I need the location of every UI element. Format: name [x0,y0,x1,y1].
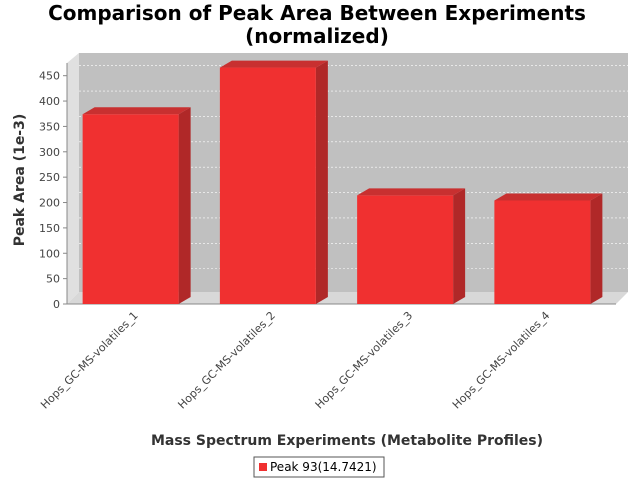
chart-title-line2: (normalized) [245,24,389,48]
y-tick-label: 150 [39,222,60,235]
legend: Peak 93(14.7421) [253,456,385,478]
x-tick-label: Hops_GC-MS-volatiles_3 [313,309,416,412]
y-tick-label: 400 [39,95,60,108]
bar-top [494,193,603,201]
x-axis: Hops_GC-MS-volatiles_1 Hops_GC-MS-volatil… [38,309,552,412]
x-tick-label: Hops_GC-MS-volatiles_2 [175,309,278,412]
bar [357,188,466,304]
y-tick-label: 0 [53,298,60,311]
y-tick-label: 100 [39,247,60,260]
x-axis-label: Mass Spectrum Experiments (Metabolite Pr… [151,433,543,449]
legend-label: Peak 93(14.7421) [270,460,377,474]
y-tick-label: 350 [39,120,60,133]
bar-front [494,200,591,304]
bar-side [453,188,466,304]
plot-side-wall [67,53,79,304]
bar-side [590,193,603,304]
bar-front [82,114,179,305]
y-tick-label: 250 [39,171,60,184]
y-axis-label: Peak Area (1e-3) [12,114,28,247]
y-tick-label: 450 [39,70,60,83]
bar-top [82,107,191,115]
x-tick-label: Hops_GC-MS-volatiles_1 [38,309,141,412]
legend-box [253,456,385,478]
legend-swatch [259,463,267,471]
plot-floor [67,292,628,304]
bar-top [357,188,466,196]
bar [82,107,191,305]
x-tick-label: Hops_GC-MS-volatiles_4 [450,309,553,412]
y-tick-label: 300 [39,146,60,159]
bar-front [219,67,316,304]
bar [219,60,328,304]
bar-top [219,60,328,68]
plot-back-wall [79,53,628,292]
bar-side [315,60,328,304]
plot-area [66,53,628,305]
y-axis: 0 50 100 150 200 250 300 350 400 450 [39,70,67,311]
bar-side [178,107,191,305]
chart-title-line1: Comparison of Peak Area Between Experime… [48,1,586,25]
bar [494,193,603,304]
bar-front [357,195,454,304]
bars [82,60,603,305]
y-tick-label: 50 [46,273,60,286]
y-tick-label: 200 [39,197,60,210]
